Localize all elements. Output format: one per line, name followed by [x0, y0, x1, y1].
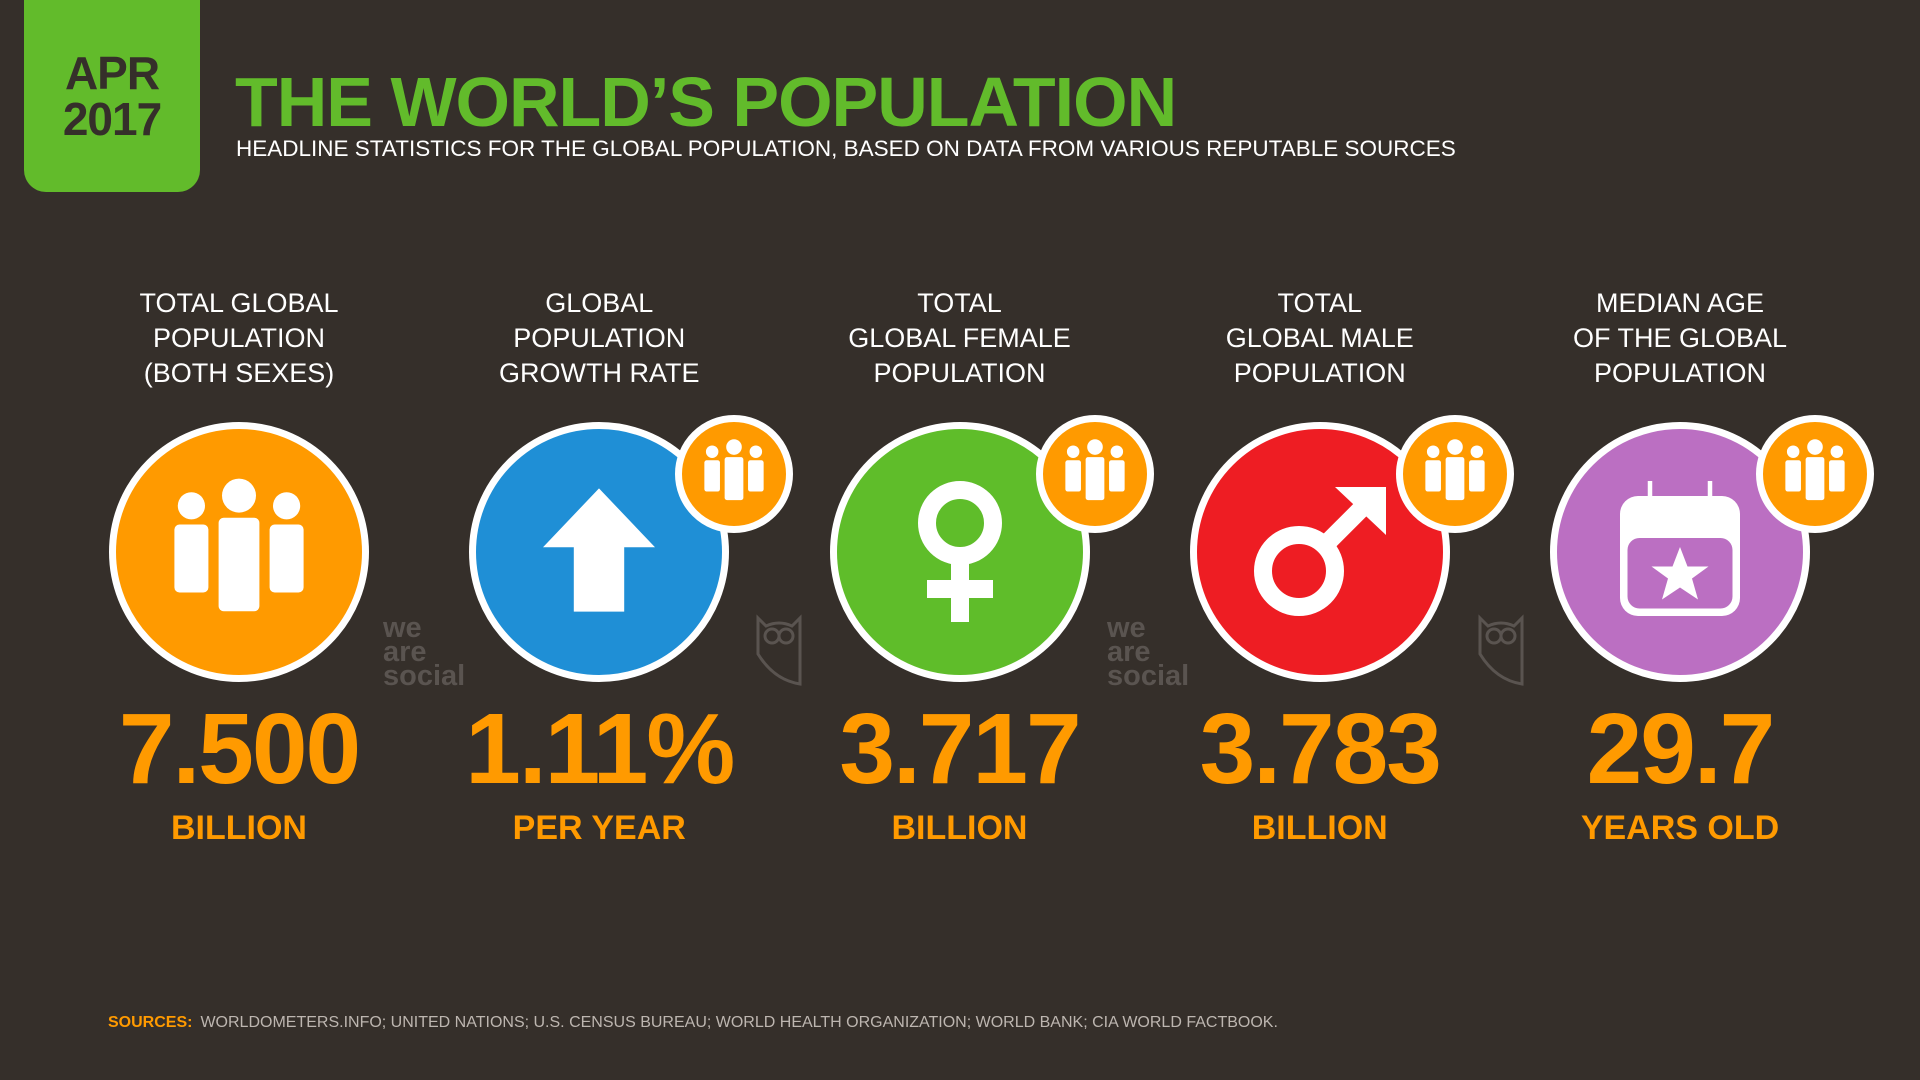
stat-label: TOTAL GLOBAL POPULATION (BOTH SEXES)	[59, 286, 419, 391]
stat-label-line: POPULATION	[1233, 358, 1406, 388]
stat-label: GLOBAL POPULATION GROWTH RATE	[419, 286, 779, 391]
female-symbol-icon	[900, 475, 1020, 630]
stat-value: 1.11%	[465, 693, 735, 805]
date-tab: APR 2017	[24, 0, 200, 192]
stat-3: TOTAL GLOBAL FEMALE POPULATION 3.717 BILLI…	[780, 286, 1154, 848]
stat-circle	[109, 422, 369, 682]
people-icon	[695, 433, 773, 516]
population-badge	[1035, 415, 1154, 533]
people-icon	[1416, 433, 1494, 516]
page-title: THE WORLD’S POPULATION	[235, 63, 1177, 141]
we-are-social-logo: we are social	[383, 612, 466, 692]
stat-label-line: POPULATION	[152, 323, 326, 353]
population-badge	[1756, 415, 1874, 533]
page-subtitle: HEADLINE STATISTICS FOR THE GLOBAL POPUL…	[236, 136, 1456, 161]
date-month: APR	[64, 47, 160, 99]
stat-label-line: GROWTH RATE	[499, 358, 700, 388]
we-are-social-logo: we are social	[1107, 612, 1190, 692]
stat-label-line: GLOBAL	[545, 288, 654, 318]
stat-label-line: TOTAL GLOBAL	[139, 288, 339, 318]
calendar-star-icon	[1605, 475, 1755, 630]
people-icon	[1056, 433, 1134, 516]
stat-value: 3.783	[1199, 693, 1442, 805]
stat-label-line: POPULATION	[1593, 358, 1767, 388]
stat-value: 29.7	[1586, 693, 1776, 805]
stat-label-line: OF THE GLOBAL	[1572, 323, 1788, 353]
stat-value: 7.500	[118, 693, 361, 805]
stat-5: MEDIAN AGE OF THE GLOBAL POPULATION 29.7 Y…	[1500, 286, 1874, 848]
sources-footnote: SOURCES: WORLDOMETERS.INFO; UNITED NATION…	[108, 1014, 1278, 1032]
stat-label: TOTAL GLOBAL FEMALE POPULATION	[780, 286, 1140, 391]
owl-logo-icon	[1478, 614, 1524, 686]
stat-unit: BILLION	[1251, 809, 1388, 847]
stat-1: TOTAL GLOBAL POPULATION (BOTH SEXES) 7.500…	[59, 286, 419, 848]
population-badge	[675, 415, 794, 533]
stat-label-line: GLOBAL FEMALE	[848, 323, 1071, 353]
stat-value: 3.717	[839, 693, 1081, 805]
people-icon	[1776, 433, 1854, 516]
stat-circle	[829, 422, 1090, 682]
stat-label-line: POPULATION	[873, 358, 1046, 388]
people-icon	[154, 465, 324, 640]
stat-unit: BILLION	[171, 809, 307, 847]
stat-label-line: MEDIAN AGE	[1595, 288, 1765, 318]
sources-label: SOURCES:	[108, 1014, 193, 1031]
stat-label: TOTAL GLOBAL MALE POPULATION	[1140, 286, 1500, 391]
stat-label-line: TOTAL	[1277, 288, 1363, 318]
date-year: 2017	[62, 93, 162, 145]
stat-label-line: POPULATION	[513, 323, 686, 353]
owl-logo-icon	[756, 614, 802, 686]
stat-4: TOTAL GLOBAL MALE POPULATION 3.783 BILLION	[1140, 286, 1514, 848]
stat-label: MEDIAN AGE OF THE GLOBAL POPULATION	[1500, 286, 1860, 391]
population-badge	[1395, 415, 1514, 533]
stat-unit: BILLION	[891, 809, 1028, 847]
stat-unit: YEARS OLD	[1580, 809, 1780, 847]
stat-2: GLOBAL POPULATION GROWTH RATE 1.11% PER YE…	[419, 286, 794, 848]
stat-label-line: (BOTH SEXES)	[143, 358, 335, 388]
arrow-up-icon	[529, 480, 669, 625]
male-symbol-icon	[1245, 475, 1395, 630]
sources-text: WORLDOMETERS.INFO; UNITED NATIONS; U.S. …	[200, 1014, 1278, 1031]
stat-label-line: TOTAL	[917, 288, 1002, 318]
stat-unit: PER YEAR	[512, 809, 686, 847]
stat-label-line: GLOBAL MALE	[1225, 323, 1414, 353]
